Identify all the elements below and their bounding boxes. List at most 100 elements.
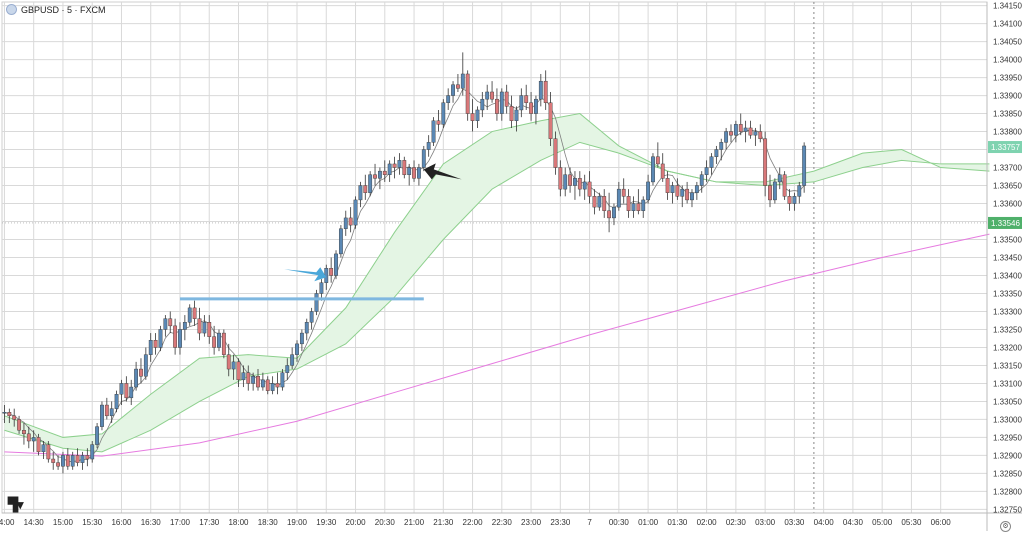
candle-body — [343, 217, 348, 229]
tradingview-logo-icon[interactable]: ▜▾ — [8, 497, 24, 512]
symbol-header: GBPUSD · 5 · FXCM — [6, 4, 106, 15]
candle-body — [26, 433, 31, 442]
candle-body — [709, 156, 714, 168]
candle-body — [338, 228, 343, 255]
ma-ribbon — [4, 113, 990, 452]
candle-body — [100, 404, 104, 427]
candle-body — [763, 138, 768, 186]
x-tick-label: 02:30 — [726, 518, 747, 527]
x-tick-label: 05:00 — [872, 518, 893, 527]
candle-body — [699, 174, 704, 186]
candle-body — [509, 106, 514, 121]
candle-body — [460, 73, 465, 89]
candle-body — [621, 188, 626, 197]
candle-body — [563, 174, 568, 190]
candle-body — [382, 170, 387, 175]
candle-body — [719, 142, 724, 150]
x-tick-label: 01:00 — [638, 518, 659, 527]
candle-body — [148, 340, 153, 355]
candle-body — [558, 167, 563, 190]
candle-body — [129, 386, 134, 399]
candle-body — [41, 444, 46, 453]
candle-body — [299, 332, 304, 345]
candle-body — [168, 318, 173, 327]
x-tick-label: 17:30 — [199, 518, 220, 527]
candle-body — [329, 268, 334, 276]
gear-icon[interactable]: ⚙ — [1000, 521, 1011, 532]
y-tick-label: 1.33600 — [993, 200, 1022, 209]
x-tick-label: 03:30 — [784, 518, 805, 527]
candle-body — [626, 196, 631, 211]
candle-body — [2, 412, 7, 414]
candle-body — [524, 95, 529, 103]
x-tick-label: 18:00 — [228, 518, 249, 527]
last-price-tag: 1.33757 — [991, 143, 1020, 152]
candle-body — [363, 185, 368, 193]
candle-body — [470, 113, 475, 121]
candle-body — [612, 206, 616, 219]
candle-body — [738, 124, 743, 132]
x-tick-label: 06:00 — [931, 518, 952, 527]
y-tick-label: 1.33050 — [993, 397, 1022, 406]
candle-body — [465, 73, 470, 114]
candle-body — [265, 379, 270, 391]
candle-body — [694, 185, 699, 193]
y-tick-label: 1.33650 — [993, 182, 1022, 191]
candle-body — [173, 325, 178, 348]
candle-body — [748, 127, 753, 136]
candle-body — [417, 167, 421, 179]
candle-body — [529, 102, 533, 114]
x-tick-label: 7 — [587, 518, 592, 527]
candle-body — [36, 437, 41, 453]
x-tick-label: 23:00 — [521, 518, 542, 527]
y-tick-label: 1.33950 — [993, 74, 1022, 83]
y-tick-label: 1.32900 — [993, 451, 1022, 460]
candle-body — [217, 332, 221, 348]
y-tick-label: 1.33300 — [993, 307, 1022, 316]
candle-body — [158, 329, 163, 348]
candle-body — [260, 379, 265, 388]
y-tick-label: 1.33700 — [993, 164, 1022, 173]
annotations — [179, 163, 462, 301]
x-tick-label: 21:30 — [433, 518, 454, 527]
candle-body — [368, 174, 373, 193]
candle-body — [119, 383, 124, 395]
x-tick-label: 17:00 — [170, 518, 191, 527]
y-tick-label: 1.32750 — [993, 505, 1022, 514]
candle-body — [675, 185, 680, 197]
candle-body — [153, 340, 158, 348]
x-tick-label: 16:30 — [141, 518, 162, 527]
candle-body — [802, 145, 807, 186]
candle-body — [680, 188, 685, 197]
y-tick-label: 1.33250 — [993, 325, 1022, 334]
candle-body — [31, 437, 36, 442]
candle-body — [543, 80, 548, 103]
y-tick-label: 1.33400 — [993, 271, 1022, 280]
candle-body — [109, 408, 114, 417]
ref-price-tag: 1.33546 — [991, 219, 1020, 228]
candle-body — [490, 91, 494, 100]
candle-body — [178, 329, 182, 348]
candle-body — [587, 181, 592, 197]
candle-body — [163, 318, 168, 330]
candle-body — [538, 80, 543, 100]
x-tick-label: 14:00 — [0, 518, 15, 527]
candle-body — [22, 430, 26, 435]
candle-body — [495, 98, 499, 114]
candle-body — [607, 210, 611, 219]
candle-body — [499, 91, 504, 114]
candle-body — [256, 376, 260, 388]
candle-body — [397, 160, 402, 168]
candle-body — [353, 199, 358, 226]
candle-body — [143, 354, 148, 377]
candle-body — [358, 185, 363, 201]
candle-body — [104, 404, 109, 417]
candle-body — [553, 138, 558, 168]
x-tick-label: 15:30 — [82, 518, 103, 527]
candle-body — [241, 372, 246, 381]
candle-body — [436, 120, 441, 125]
candle-body — [582, 181, 587, 190]
candle-body — [56, 462, 60, 467]
